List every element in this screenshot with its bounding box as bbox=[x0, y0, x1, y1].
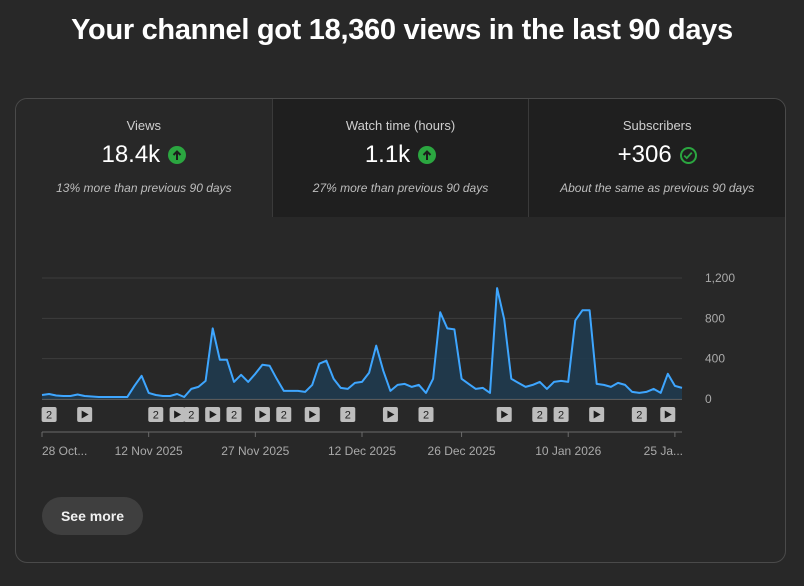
tab-value: +306 bbox=[617, 141, 672, 168]
x-tick-label: 10 Jan 2026 bbox=[535, 444, 601, 458]
tab-views[interactable]: Views 18.4k 13% more than previous 90 da… bbox=[16, 99, 272, 217]
marker-count: 2 bbox=[188, 410, 194, 422]
multiple-uploads-marker[interactable] bbox=[418, 407, 434, 422]
multiple-uploads-marker[interactable] bbox=[226, 407, 242, 422]
x-tick-label: 12 Dec 2025 bbox=[328, 444, 396, 458]
tab-subscribers[interactable]: Subscribers +306 About the same as previ… bbox=[528, 99, 785, 217]
multiple-uploads-marker[interactable] bbox=[41, 407, 57, 422]
tab-comparison: About the same as previous 90 days bbox=[560, 181, 755, 195]
play-icon bbox=[209, 410, 217, 419]
play-icon bbox=[501, 410, 509, 419]
multiple-uploads-marker[interactable] bbox=[276, 407, 292, 422]
marker-count: 2 bbox=[281, 410, 287, 422]
tab-comparison: 27% more than previous 90 days bbox=[312, 181, 489, 195]
y-tick-label: 800 bbox=[705, 311, 725, 325]
x-tick-label: 12 Nov 2025 bbox=[115, 444, 183, 458]
page-title: Your channel got 18,360 views in the las… bbox=[71, 14, 733, 46]
metric-tabs: Views 18.4k 13% more than previous 90 da… bbox=[16, 99, 785, 217]
x-tick-label: 27 Nov 2025 bbox=[221, 444, 289, 458]
check-circle-icon bbox=[679, 146, 697, 164]
y-tick-label: 1,200 bbox=[705, 271, 735, 285]
see-more-button[interactable]: See more bbox=[42, 497, 143, 535]
multiple-uploads-marker[interactable] bbox=[553, 407, 569, 422]
y-tick-label: 0 bbox=[705, 392, 712, 406]
multiple-uploads-marker[interactable] bbox=[148, 407, 164, 422]
x-tick-label: 28 Oct... bbox=[42, 444, 87, 458]
play-icon bbox=[593, 410, 601, 419]
multiple-uploads-marker[interactable] bbox=[340, 407, 356, 422]
tab-label: Views bbox=[126, 118, 162, 133]
marker-count: 2 bbox=[345, 410, 351, 422]
arrow-up-circle-icon bbox=[168, 146, 187, 164]
tab-value: 1.1k bbox=[364, 141, 411, 168]
play-icon bbox=[387, 410, 395, 419]
play-icon bbox=[174, 410, 182, 419]
play-icon bbox=[81, 410, 89, 419]
marker-count: 2 bbox=[46, 410, 52, 422]
tab-comparison: 13% more than previous 90 days bbox=[56, 181, 232, 195]
multiple-uploads-marker[interactable] bbox=[532, 407, 548, 422]
analytics-card: Views 18.4k 13% more than previous 90 da… bbox=[15, 98, 786, 563]
marker-count: 2 bbox=[558, 410, 564, 422]
play-icon bbox=[664, 410, 672, 419]
multiple-uploads-marker[interactable] bbox=[631, 407, 647, 422]
play-icon bbox=[309, 410, 317, 419]
views-area bbox=[42, 288, 682, 399]
x-tick-label: 26 Dec 2025 bbox=[428, 444, 496, 458]
marker-count: 2 bbox=[423, 410, 429, 422]
tab-value: 18.4k bbox=[101, 141, 161, 168]
marker-count: 2 bbox=[153, 410, 159, 422]
marker-count: 2 bbox=[537, 410, 543, 422]
tab-label: Watch time (hours) bbox=[345, 118, 456, 133]
y-tick-label: 400 bbox=[705, 352, 725, 366]
play-icon bbox=[259, 410, 267, 419]
tab-watch-time[interactable]: Watch time (hours) 1.1k 27% more than pr… bbox=[271, 99, 529, 217]
multiple-uploads-marker[interactable] bbox=[183, 407, 199, 422]
tab-label: Subscribers bbox=[622, 118, 692, 133]
marker-count: 2 bbox=[231, 410, 237, 422]
x-tick-label: 25 Ja... bbox=[644, 444, 683, 458]
views-line bbox=[41, 287, 683, 398]
arrow-up-circle-icon bbox=[418, 146, 437, 164]
marker-count: 2 bbox=[636, 410, 642, 422]
